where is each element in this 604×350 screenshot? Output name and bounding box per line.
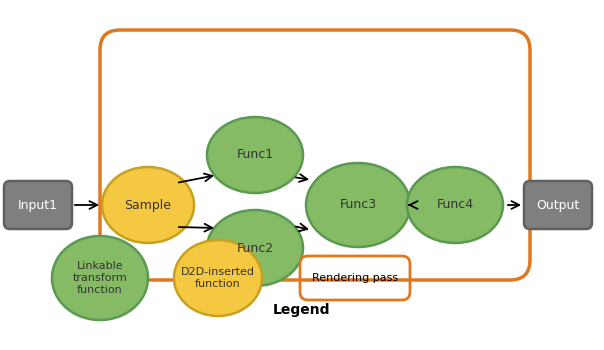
Text: D2D-inserted
function: D2D-inserted function <box>181 267 255 289</box>
Text: Rendering pass: Rendering pass <box>312 273 398 283</box>
Text: Func1: Func1 <box>236 148 274 161</box>
Text: Sample: Sample <box>124 198 172 211</box>
Text: Legend: Legend <box>273 303 331 317</box>
Text: Func3: Func3 <box>339 198 376 211</box>
FancyBboxPatch shape <box>524 181 592 229</box>
Text: Func4: Func4 <box>437 198 474 211</box>
Ellipse shape <box>207 210 303 286</box>
Ellipse shape <box>306 163 410 247</box>
Ellipse shape <box>407 167 503 243</box>
Ellipse shape <box>52 236 148 320</box>
Text: Linkable
transform
function: Linkable transform function <box>72 261 127 295</box>
Ellipse shape <box>102 167 194 243</box>
Text: Input1: Input1 <box>18 198 58 211</box>
Ellipse shape <box>207 117 303 193</box>
Text: Output: Output <box>536 198 580 211</box>
Text: Func2: Func2 <box>236 241 274 254</box>
Ellipse shape <box>174 240 262 316</box>
FancyBboxPatch shape <box>4 181 72 229</box>
